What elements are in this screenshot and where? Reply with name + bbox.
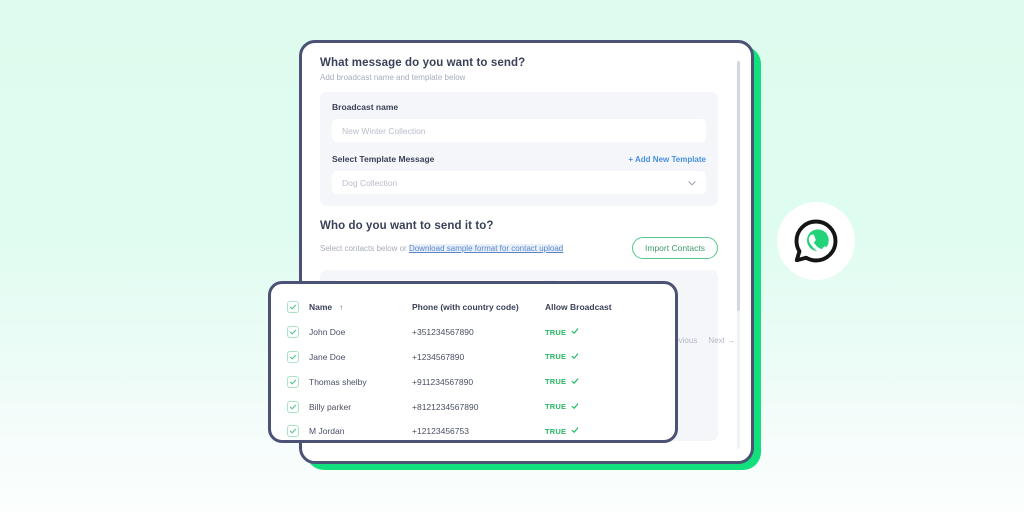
check-icon [571,377,579,387]
cell-phone: +1234567890 [412,351,465,362]
column-header-allow-broadcast: Allow Broadcast [545,302,612,313]
allow-broadcast-value: TRUE [545,327,567,337]
check-icon [571,352,579,362]
whatsapp-badge [777,202,855,280]
row-checkbox[interactable] [287,350,309,363]
template-select[interactable]: Dog Collection [332,171,706,194]
checkbox-checked-icon [287,301,299,314]
broadcast-name-input[interactable]: New Winter Collection [332,119,706,142]
check-icon [571,426,579,436]
table-row[interactable]: M Jordan +12123456753 TRUE [287,419,659,444]
template-select-placeholder: Dog Collection [342,177,398,188]
contacts-table-card: Name ↑ Phone (with country code) Allow Br… [268,281,678,443]
cell-phone: +351234567890 [412,327,474,338]
import-contacts-button[interactable]: Import Contacts [632,237,718,259]
column-header-phone: Phone (with country code) [412,302,519,313]
allow-broadcast-value: TRUE [545,352,567,362]
cell-name: Thomas shelby [309,376,367,387]
add-new-template-link[interactable]: + Add New Template [628,154,706,164]
sort-ascending-icon: ↑ [339,303,344,313]
template-label-row: Select Template Message + Add New Templa… [332,154,706,164]
checkbox-checked-icon [287,350,299,363]
column-header-name-label: Name [309,302,333,313]
recipients-heading: Who do you want to send it to? [320,220,494,232]
row-checkbox[interactable] [287,375,309,388]
cell-phone: +8121234567890 [412,401,479,412]
recipients-subtext: Select contacts below or Download sample… [320,243,564,253]
table-header-row: Name ↑ Phone (with country code) Allow Br… [287,295,659,320]
cell-allow-broadcast: TRUE [545,352,659,362]
pagination-previous-button[interactable]: Previous [666,336,698,345]
table-row[interactable]: Jane Doe +1234567890 TRUE [287,345,659,370]
cell-name: M Jordan [309,426,345,437]
table-row[interactable]: Billy parker +8121234567890 TRUE [287,394,659,419]
page-subtitle: Add broadcast name and template below [320,73,466,82]
chevron-down-icon [687,178,697,188]
broadcast-name-label: Broadcast name [332,102,399,112]
row-checkbox[interactable] [287,400,309,413]
allow-broadcast-value: TRUE [545,426,567,436]
check-icon [571,402,579,412]
recipients-subrow: Select contacts below or Download sample… [320,237,718,259]
recipients-sub-prefix: Select contacts below or [320,243,409,253]
cell-name: Billy parker [309,401,352,412]
checkbox-checked-icon [287,375,299,388]
row-checkbox[interactable] [287,425,309,438]
page-title: What message do you want to send? [320,57,526,69]
card-scrollbar-thumb[interactable] [737,61,740,311]
row-checkbox[interactable] [287,326,309,339]
allow-broadcast-value: TRUE [545,402,567,412]
cell-allow-broadcast: TRUE [545,402,659,412]
table-row[interactable]: Thomas shelby +911234567890 TRUE [287,369,659,394]
table-body: John Doe +351234567890 TRUE Jane Doe +123456… [287,320,659,444]
pagination-next-button[interactable]: Next → [708,336,735,345]
cell-phone: +911234567890 [412,376,474,387]
cell-allow-broadcast: TRUE [545,377,659,387]
checkbox-checked-icon [287,400,299,413]
cell-name: Jane Doe [309,351,346,362]
column-header-name[interactable]: Name ↑ [309,302,412,312]
table-row[interactable]: John Doe +351234567890 TRUE [287,320,659,345]
message-settings-panel: Broadcast name New Winter Collection Sel… [320,92,718,206]
checkbox-checked-icon [287,425,299,438]
cell-name: John Doe [309,327,346,338]
cell-phone: +12123456753 [412,426,469,437]
whatsapp-logo-icon [792,217,840,265]
cell-allow-broadcast: TRUE [545,327,659,337]
pagination-controls: Previous Next → [666,336,735,345]
allow-broadcast-value: TRUE [545,377,567,387]
recipients-section: Who do you want to send it to? Select co… [320,220,718,259]
template-label: Select Template Message [332,154,435,164]
download-sample-format-link[interactable]: Download sample format for contact uploa… [408,243,564,253]
check-icon [571,327,579,337]
broadcast-name-placeholder: New Winter Collection [342,125,426,136]
checkbox-checked-icon [287,326,299,339]
select-all-checkbox[interactable] [287,301,309,314]
cell-allow-broadcast: TRUE [545,426,659,436]
